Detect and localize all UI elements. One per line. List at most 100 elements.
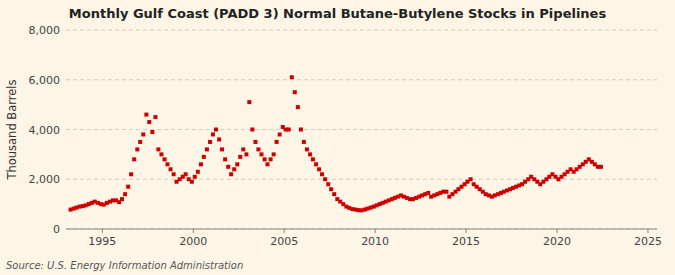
- point: [305, 147, 309, 151]
- point: [320, 172, 324, 176]
- point: [223, 157, 227, 161]
- point: [426, 191, 430, 195]
- point: [296, 105, 300, 109]
- point: [244, 152, 248, 156]
- point: [165, 162, 169, 166]
- point: [317, 167, 321, 171]
- point: [144, 113, 148, 117]
- point: [256, 147, 260, 151]
- point: [238, 155, 242, 159]
- point: [138, 140, 142, 144]
- point: [232, 167, 236, 171]
- x-tick-label: 2020: [543, 235, 571, 248]
- y-tick-label: 0: [53, 223, 60, 236]
- point: [599, 165, 603, 169]
- x-tick: [284, 229, 285, 233]
- grid-line: [66, 179, 657, 180]
- point: [214, 128, 218, 132]
- point: [332, 192, 336, 196]
- point: [129, 172, 133, 176]
- point: [190, 180, 194, 184]
- point: [226, 165, 230, 169]
- point: [141, 132, 145, 136]
- point: [202, 155, 206, 159]
- point: [132, 157, 136, 161]
- point: [205, 147, 209, 151]
- point: [314, 162, 318, 166]
- point: [329, 187, 333, 191]
- point: [444, 190, 448, 194]
- x-tick: [647, 229, 648, 233]
- point: [156, 147, 160, 151]
- point: [220, 147, 224, 151]
- x-tick: [193, 229, 194, 233]
- x-tick-label: 2000: [179, 235, 207, 248]
- grid-line: [66, 129, 657, 130]
- grid-line: [66, 229, 657, 230]
- y-axis-label: Thousand Barrels: [5, 79, 19, 180]
- point: [169, 167, 173, 171]
- point: [147, 120, 151, 124]
- point: [287, 128, 291, 132]
- point: [123, 192, 127, 196]
- point: [290, 75, 294, 79]
- x-tick: [556, 229, 557, 233]
- point: [241, 147, 245, 151]
- point: [153, 115, 157, 119]
- x-tick-label: 2025: [634, 235, 662, 248]
- point: [229, 172, 233, 176]
- point: [299, 128, 303, 132]
- point: [208, 140, 212, 144]
- point: [150, 130, 154, 134]
- y-grid: [66, 30, 657, 229]
- point: [272, 152, 276, 156]
- point: [265, 162, 269, 166]
- point: [275, 140, 279, 144]
- point: [159, 152, 163, 156]
- point: [193, 175, 197, 179]
- point: [278, 132, 282, 136]
- point: [253, 140, 257, 144]
- y-ticks: 0 2,000 4,000 6,000 8,000: [29, 24, 61, 236]
- point: [263, 157, 267, 161]
- y-tick-label: 2,000: [29, 173, 61, 186]
- source: Source: U.S. Energy Information Administ…: [6, 260, 243, 271]
- point: [120, 197, 124, 201]
- point: [196, 170, 200, 174]
- x-axis-line: [66, 229, 657, 230]
- point: [259, 152, 263, 156]
- point: [135, 147, 139, 151]
- point: [269, 157, 273, 161]
- point: [323, 177, 327, 181]
- x-tick-label: 2005: [270, 235, 298, 248]
- y-tick-label: 6,000: [29, 74, 61, 87]
- point: [184, 172, 188, 176]
- x-ticks: 1995200020052010201520202025: [88, 229, 662, 248]
- point: [469, 177, 473, 181]
- grid-line: [66, 30, 657, 31]
- point: [235, 162, 239, 166]
- point: [326, 182, 330, 186]
- point: [293, 90, 297, 94]
- grid-line: [66, 79, 657, 80]
- chart: Monthly Gulf Coast (PADD 3) Normal Butan…: [0, 0, 675, 275]
- title: Monthly Gulf Coast (PADD 3) Normal Butan…: [69, 6, 607, 21]
- x-tick: [102, 229, 103, 233]
- point: [199, 162, 203, 166]
- point: [211, 132, 215, 136]
- x-tick-label: 2015: [452, 235, 480, 248]
- x-tick-label: 2010: [361, 235, 389, 248]
- x-tick: [466, 229, 467, 233]
- point: [311, 157, 315, 161]
- y-tick-label: 4,000: [29, 124, 61, 137]
- point: [163, 157, 167, 161]
- point: [308, 152, 312, 156]
- y-tick-label: 8,000: [29, 24, 61, 37]
- point: [250, 128, 254, 132]
- point: [247, 100, 251, 104]
- points: [69, 75, 603, 212]
- point: [126, 185, 130, 189]
- point: [302, 140, 306, 144]
- point: [217, 137, 221, 141]
- x-tick: [375, 229, 376, 233]
